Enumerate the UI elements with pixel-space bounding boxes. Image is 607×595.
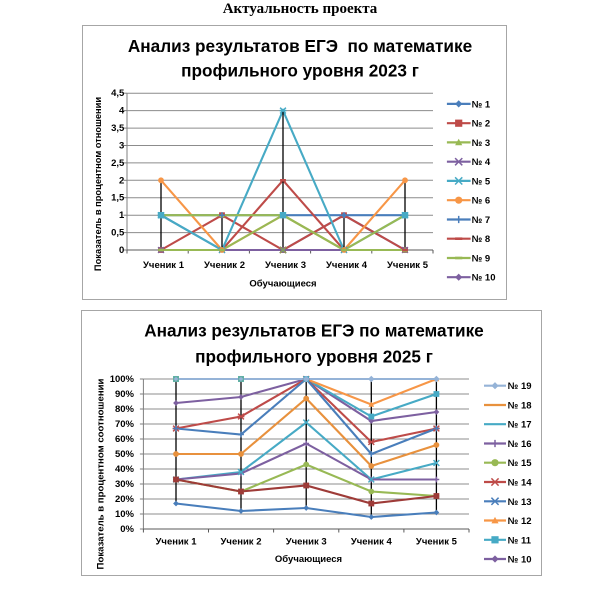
svg-text:№ 18: № 18 xyxy=(508,401,532,412)
svg-text:3: 3 xyxy=(119,141,124,152)
svg-text:90%: 90% xyxy=(115,389,135,400)
svg-text:30%: 30% xyxy=(115,479,135,490)
svg-text:№ 10: № 10 xyxy=(472,273,496,284)
svg-text:50%: 50% xyxy=(115,449,135,460)
svg-text:3,5: 3,5 xyxy=(111,123,125,134)
svg-text:Анализ результатов ЕГЭ по мате: Анализ результатов ЕГЭ по математике xyxy=(144,321,484,341)
svg-text:№ 8: № 8 xyxy=(472,234,491,245)
svg-text:№ 12: № 12 xyxy=(508,516,532,527)
svg-text:Ученик 2: Ученик 2 xyxy=(204,260,245,271)
svg-text:№ 17: № 17 xyxy=(508,420,532,431)
svg-text:4,5: 4,5 xyxy=(111,88,125,99)
svg-text:№ 16: № 16 xyxy=(508,439,532,450)
svg-text:№ 5: № 5 xyxy=(472,176,491,187)
svg-text:№ 7: № 7 xyxy=(472,215,491,226)
svg-text:2,5: 2,5 xyxy=(111,158,125,169)
svg-text:10%: 10% xyxy=(115,509,135,520)
svg-text:4: 4 xyxy=(119,106,125,117)
svg-text:Ученик 5: Ученик 5 xyxy=(387,260,429,271)
svg-text:70%: 70% xyxy=(115,419,135,430)
svg-text:Ученик 5: Ученик 5 xyxy=(416,537,458,548)
svg-text:0,5: 0,5 xyxy=(111,228,125,239)
svg-text:Ученик 4: Ученик 4 xyxy=(326,260,368,271)
svg-text:Анализ результатов ЕГЭ по мат: Анализ результатов ЕГЭ по математике xyxy=(128,36,472,56)
svg-text:№ 11: № 11 xyxy=(508,535,532,546)
svg-text:№ 13: № 13 xyxy=(508,497,532,508)
svg-text:0%: 0% xyxy=(120,524,134,535)
svg-text:100%: 100% xyxy=(110,374,135,385)
svg-text:Ученик 3: Ученик 3 xyxy=(286,537,327,548)
svg-text:Обучающиеся: Обучающиеся xyxy=(275,554,342,565)
svg-text:1,5: 1,5 xyxy=(111,193,125,204)
svg-text:Ученик 2: Ученик 2 xyxy=(221,537,262,548)
svg-text:Ученик 3: Ученик 3 xyxy=(265,260,306,271)
svg-text:80%: 80% xyxy=(115,404,135,415)
svg-text:№ 14: № 14 xyxy=(508,478,533,489)
svg-text:профильного уровня 2025 г: профильного уровня 2025 г xyxy=(195,346,433,366)
svg-text:№ 15: № 15 xyxy=(508,458,533,469)
svg-text:№ 2: № 2 xyxy=(472,119,491,130)
svg-text:№ 1: № 1 xyxy=(472,99,491,110)
svg-text:профильного уровня 2023 г: профильного уровня 2023 г xyxy=(181,60,419,80)
svg-text:Ученик 1: Ученик 1 xyxy=(143,260,185,271)
svg-text:№ 10: № 10 xyxy=(508,555,532,566)
svg-text:0: 0 xyxy=(119,245,124,256)
svg-text:Ученик 1: Ученик 1 xyxy=(156,537,198,548)
svg-text:Ученик 4: Ученик 4 xyxy=(351,537,393,548)
svg-text:60%: 60% xyxy=(115,434,135,445)
svg-text:Показатель в процентном соотно: Показатель в процентном соотношении xyxy=(96,378,107,569)
svg-text:№ 9: № 9 xyxy=(472,254,491,265)
svg-text:№ 19: № 19 xyxy=(508,381,532,392)
svg-text:№ 4: № 4 xyxy=(472,157,491,168)
svg-text:40%: 40% xyxy=(115,464,135,475)
svg-text:№ 6: № 6 xyxy=(472,196,491,207)
svg-text:Обучающиеся: Обучающиеся xyxy=(249,279,316,290)
svg-text:2: 2 xyxy=(119,175,124,186)
svg-text:Показатель в процентном отноше: Показатель в процентном отношении xyxy=(93,97,103,271)
svg-text:20%: 20% xyxy=(115,494,135,505)
svg-text:1: 1 xyxy=(119,210,125,221)
svg-text:№ 3: № 3 xyxy=(472,138,491,149)
